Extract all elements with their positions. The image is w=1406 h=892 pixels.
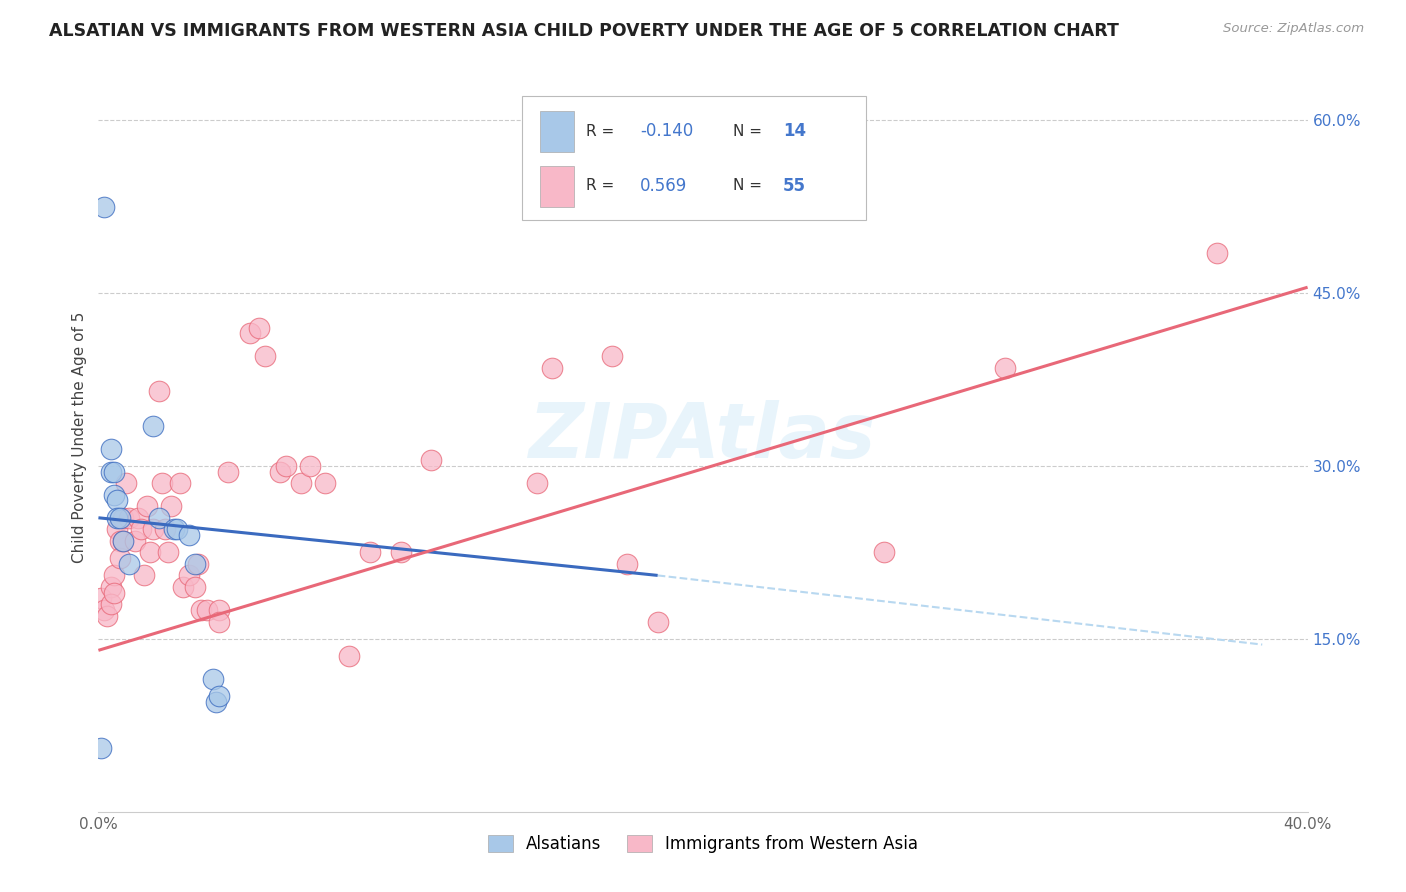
Text: 55: 55: [783, 177, 806, 194]
Text: R =: R =: [586, 178, 624, 194]
Point: [602, 350, 624, 364]
Point: [124, 533, 146, 548]
Point: [111, 510, 134, 524]
Point: [526, 476, 548, 491]
Point: [93, 200, 115, 214]
Point: [208, 690, 231, 704]
Point: [108, 551, 131, 566]
Point: [163, 522, 186, 536]
Point: [103, 568, 125, 582]
Point: [540, 360, 562, 375]
Point: [100, 580, 122, 594]
Point: [420, 453, 443, 467]
Point: [190, 603, 212, 617]
Point: [111, 533, 134, 548]
Legend: Alsatians, Immigrants from Western Asia: Alsatians, Immigrants from Western Asia: [481, 828, 925, 860]
Point: [129, 522, 152, 536]
Point: [118, 557, 141, 571]
Point: [100, 465, 122, 479]
Point: [139, 545, 162, 559]
Point: [217, 465, 239, 479]
Point: [253, 350, 276, 364]
Point: [184, 580, 207, 594]
Text: N =: N =: [734, 178, 768, 194]
Text: N =: N =: [734, 124, 768, 139]
Text: R =: R =: [586, 124, 619, 139]
Point: [100, 442, 122, 456]
Point: [153, 522, 176, 536]
Point: [100, 597, 122, 611]
Point: [208, 603, 231, 617]
Point: [179, 568, 201, 582]
Point: [647, 615, 669, 629]
Point: [132, 568, 155, 582]
Point: [105, 510, 128, 524]
Point: [150, 476, 173, 491]
Point: [93, 603, 115, 617]
Point: [195, 603, 218, 617]
Point: [127, 510, 149, 524]
Point: [105, 522, 128, 536]
Point: [148, 384, 170, 398]
Point: [142, 522, 165, 536]
Point: [142, 418, 165, 433]
Point: [314, 476, 336, 491]
Point: [290, 476, 312, 491]
Point: [169, 476, 191, 491]
Point: [108, 533, 131, 548]
Point: [114, 476, 136, 491]
Text: 14: 14: [783, 122, 806, 140]
Point: [337, 649, 360, 664]
Point: [96, 608, 118, 623]
Text: 0.569: 0.569: [640, 177, 688, 194]
Point: [1206, 245, 1229, 260]
Point: [118, 510, 141, 524]
Point: [103, 585, 125, 599]
Point: [103, 465, 125, 479]
FancyBboxPatch shape: [522, 96, 866, 219]
Point: [160, 500, 183, 514]
Point: [179, 528, 201, 542]
Text: ALSATIAN VS IMMIGRANTS FROM WESTERN ASIA CHILD POVERTY UNDER THE AGE OF 5 CORREL: ALSATIAN VS IMMIGRANTS FROM WESTERN ASIA…: [49, 22, 1119, 40]
Point: [187, 557, 209, 571]
Point: [360, 545, 382, 559]
Point: [205, 695, 228, 709]
Point: [247, 320, 270, 334]
Point: [90, 591, 112, 606]
Point: [616, 557, 638, 571]
Point: [994, 360, 1017, 375]
Point: [103, 488, 125, 502]
Point: [108, 510, 131, 524]
Point: [299, 458, 322, 473]
Point: [148, 510, 170, 524]
Point: [239, 326, 262, 341]
Point: [202, 672, 225, 686]
Point: [105, 493, 128, 508]
Text: Source: ZipAtlas.com: Source: ZipAtlas.com: [1223, 22, 1364, 36]
Text: -0.140: -0.140: [640, 122, 693, 140]
Y-axis label: Child Poverty Under the Age of 5: Child Poverty Under the Age of 5: [72, 311, 87, 563]
Point: [269, 465, 291, 479]
Point: [166, 522, 188, 536]
Point: [111, 533, 134, 548]
Text: ZIPAtlas: ZIPAtlas: [529, 401, 877, 474]
Point: [135, 500, 157, 514]
Point: [90, 741, 112, 756]
Point: [184, 557, 207, 571]
Point: [172, 580, 194, 594]
Bar: [540, 111, 574, 153]
Point: [389, 545, 412, 559]
Point: [208, 615, 231, 629]
Point: [873, 545, 896, 559]
Point: [156, 545, 179, 559]
Bar: [540, 166, 574, 207]
Point: [274, 458, 297, 473]
